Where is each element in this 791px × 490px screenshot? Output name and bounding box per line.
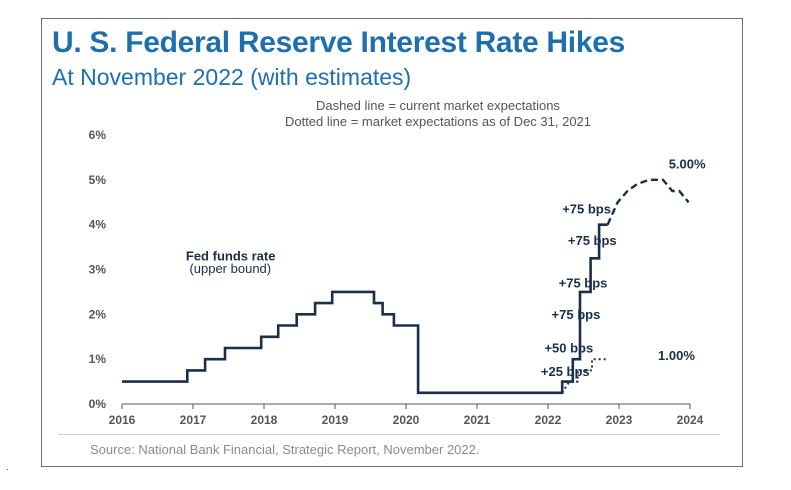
x-tick-label: 2022	[535, 413, 562, 427]
data-annotation: +75 bps	[562, 201, 611, 216]
source-divider	[58, 434, 720, 435]
data-annotation: 5.00%	[669, 157, 706, 172]
series-line-market-expectations	[606, 178, 690, 226]
data-annotation: +25 bps	[541, 364, 590, 379]
series-label: Fed funds rate	[186, 249, 276, 264]
y-tick-label: 3%	[89, 263, 107, 277]
x-tick-label: 2017	[180, 413, 207, 427]
data-annotation: 1.00%	[658, 348, 695, 363]
y-tick-label: 0%	[89, 397, 107, 411]
chart-title: U. S. Federal Reserve Interest Rate Hike…	[52, 26, 625, 59]
x-tick-label: 2016	[109, 413, 136, 427]
data-annotation: +75 bps	[552, 307, 601, 322]
y-tick-label: 5%	[89, 173, 107, 187]
note-dotted-line: Dotted line = market expectations as of …	[284, 114, 592, 129]
x-tick-label: 2018	[251, 413, 278, 427]
note-dashed-line: Dashed line = current market expectation…	[316, 98, 560, 113]
chart-subtitle: At November 2022 (with estimates)	[52, 64, 412, 90]
data-annotation: +50 bps	[544, 340, 593, 355]
y-tick-label: 4%	[89, 218, 107, 232]
y-tick-label: 1%	[89, 352, 107, 366]
chart-frame	[41, 18, 743, 467]
x-tick-label: 2020	[393, 413, 420, 427]
x-tick-label: 2024	[677, 413, 704, 427]
data-annotation: +75 bps	[559, 275, 608, 290]
source-note: Source: National Bank Financial, Strateg…	[90, 442, 480, 457]
series-label: (upper bound)	[189, 261, 271, 276]
stray-mark: .	[6, 462, 9, 473]
y-tick-label: 6%	[89, 128, 107, 142]
x-tick-label: 2023	[606, 413, 633, 427]
data-annotation: +75 bps	[568, 233, 617, 248]
x-tick-label: 2021	[464, 413, 491, 427]
y-tick-label: 2%	[89, 307, 107, 321]
x-tick-label: 2019	[322, 413, 349, 427]
series-line-fed-funds-rate	[122, 223, 608, 395]
